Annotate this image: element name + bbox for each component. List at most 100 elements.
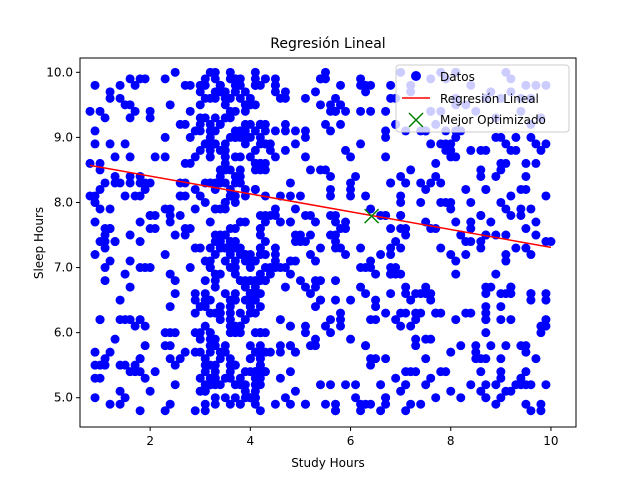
data-point (260, 165, 270, 175)
data-point (240, 139, 250, 149)
data-point (255, 406, 265, 416)
data-point (361, 80, 371, 90)
data-point (270, 126, 280, 136)
data-point (120, 191, 130, 201)
data-point (115, 399, 125, 409)
data-point (115, 80, 125, 90)
data-point (431, 224, 441, 234)
data-point (195, 334, 205, 344)
data-point (125, 113, 135, 123)
data-point (220, 347, 230, 357)
data-point (381, 152, 391, 162)
data-point (396, 224, 406, 234)
data-point (255, 119, 265, 129)
data-point (476, 243, 486, 253)
data-point (230, 74, 240, 84)
data-point (290, 139, 300, 149)
data-point (220, 139, 230, 149)
data-point (130, 191, 140, 201)
data-point (270, 74, 280, 84)
data-point (531, 139, 541, 149)
data-point (466, 224, 476, 234)
data-point (160, 406, 170, 416)
data-point (305, 250, 315, 260)
data-point (421, 282, 431, 292)
data-point (451, 269, 461, 279)
data-point (451, 132, 461, 142)
data-point (516, 380, 526, 390)
data-point (235, 321, 245, 331)
data-point (496, 289, 506, 299)
data-point (85, 191, 95, 201)
data-point (476, 367, 486, 377)
regression-line-layer (89, 164, 552, 249)
data-point (90, 126, 100, 136)
data-point (150, 367, 160, 377)
data-point (300, 282, 310, 292)
data-point (336, 100, 346, 110)
data-point (361, 399, 371, 409)
data-point (526, 406, 536, 416)
data-point (205, 145, 215, 155)
data-point (446, 386, 456, 396)
data-point (396, 197, 406, 207)
data-point (386, 250, 396, 260)
data-point (220, 113, 230, 123)
data-point (140, 184, 150, 194)
data-point (436, 243, 446, 253)
data-point (361, 289, 371, 299)
data-point (230, 360, 240, 370)
data-point (105, 347, 115, 357)
data-point (235, 308, 245, 318)
data-point (200, 321, 210, 331)
data-point (351, 380, 361, 390)
data-point (125, 230, 135, 240)
data-point (481, 315, 491, 325)
data-point (200, 197, 210, 207)
data-point (110, 237, 120, 247)
data-point (160, 250, 170, 260)
data-point (220, 230, 230, 240)
data-point (100, 263, 110, 273)
data-point (255, 269, 265, 279)
data-point (130, 106, 140, 116)
data-point (255, 132, 265, 142)
data-point (205, 263, 215, 273)
data-point (240, 87, 250, 97)
data-point (250, 74, 260, 84)
y-tick-label: 9.0 (54, 130, 73, 144)
data-point (210, 341, 220, 351)
legend-label-regresion: Regresión Lineal (440, 92, 539, 106)
data-point (210, 393, 220, 403)
data-point (356, 263, 366, 273)
data-point (491, 269, 501, 279)
data-point (331, 406, 341, 416)
data-point (491, 171, 501, 181)
data-point (270, 87, 280, 97)
data-point (125, 171, 135, 181)
data-point (255, 250, 265, 260)
regression-line (89, 164, 552, 249)
data-point (150, 210, 160, 220)
data-point (421, 380, 431, 390)
data-point (280, 126, 290, 136)
data-point (130, 360, 140, 370)
data-point (280, 282, 290, 292)
data-point (401, 230, 411, 240)
data-point (536, 399, 546, 409)
data-point (225, 367, 235, 377)
data-point (366, 263, 376, 273)
data-point (210, 184, 220, 194)
data-point (331, 210, 341, 220)
data-point (331, 399, 341, 409)
data-point (250, 80, 260, 90)
data-point (496, 393, 506, 403)
x-axis: 2 4 6 8 10 (146, 427, 559, 448)
data-point (235, 328, 245, 338)
data-point (506, 315, 516, 325)
data-point (260, 276, 270, 286)
data-point (225, 308, 235, 318)
data-point (265, 210, 275, 220)
data-point (100, 354, 110, 364)
data-point (255, 302, 265, 312)
